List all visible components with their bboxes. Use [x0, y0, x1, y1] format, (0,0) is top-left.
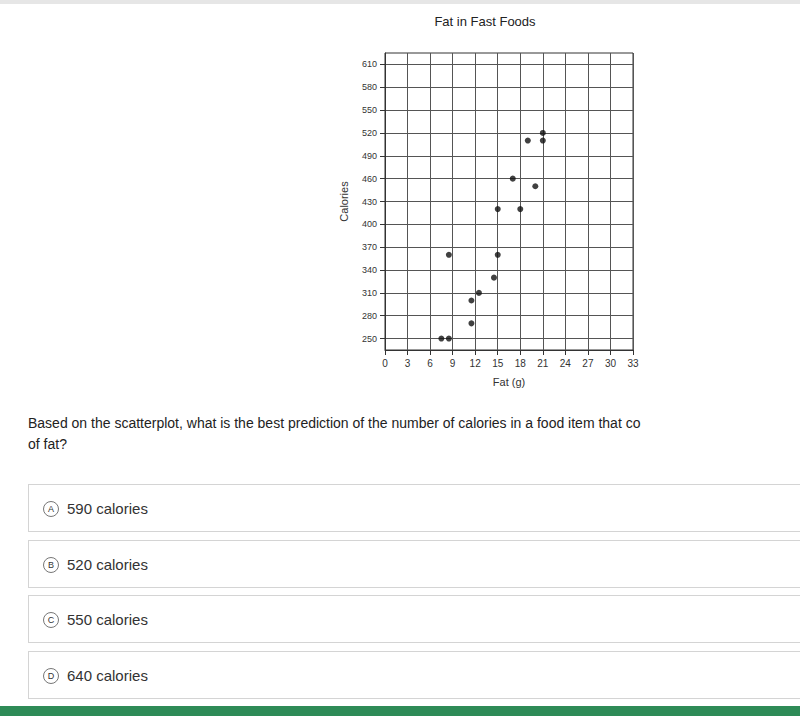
svg-text:0: 0: [382, 358, 388, 369]
html-text:520 calories: 520 calories: [67, 556, 148, 573]
svg-text:Fat in Fast Foods: Fat in Fast Foods: [434, 14, 536, 29]
svg-text:3: 3: [405, 358, 411, 369]
svg-text:490: 490: [362, 151, 377, 161]
html-text:590 calories: 590 calories: [67, 500, 148, 517]
svg-text:580: 580: [362, 82, 377, 92]
svg-text:30: 30: [605, 358, 617, 369]
svg-text:6: 6: [427, 358, 433, 369]
svg-text:370: 370: [362, 242, 377, 252]
svg-text:33: 33: [627, 358, 639, 369]
svg-text:250: 250: [362, 334, 377, 344]
html-text:A: A: [48, 504, 54, 514]
svg-text:610: 610: [362, 59, 377, 69]
html-text:Based on the scatterplot, what: Based on the scatterplot, what is the be…: [28, 415, 641, 431]
html-text:550 calories: 550 calories: [67, 611, 148, 628]
html-text:C: C: [47, 615, 55, 625]
svg-text:Fat (g): Fat (g): [493, 376, 525, 388]
html-text:B: B: [48, 560, 54, 570]
svg-text:280: 280: [362, 311, 377, 321]
svg-text:27: 27: [582, 358, 594, 369]
svg-text:21: 21: [537, 358, 549, 369]
html-text:640 calories: 640 calories: [67, 667, 148, 684]
svg-text:Calories: Calories: [338, 181, 350, 222]
svg-text:460: 460: [362, 174, 377, 184]
svg-text:15: 15: [492, 358, 504, 369]
svg-text:340: 340: [362, 265, 377, 275]
svg-text:310: 310: [362, 288, 377, 298]
svg-text:400: 400: [362, 219, 377, 229]
svg-text:18: 18: [515, 358, 527, 369]
svg-text:12: 12: [470, 358, 482, 369]
svg-text:520: 520: [362, 128, 377, 138]
html-text:D: D: [47, 671, 55, 681]
svg-text:24: 24: [560, 358, 572, 369]
html-text:of fat?: of fat?: [28, 436, 67, 452]
svg-text:9: 9: [450, 358, 456, 369]
svg-text:430: 430: [362, 197, 377, 207]
svg-text:550: 550: [362, 105, 377, 115]
